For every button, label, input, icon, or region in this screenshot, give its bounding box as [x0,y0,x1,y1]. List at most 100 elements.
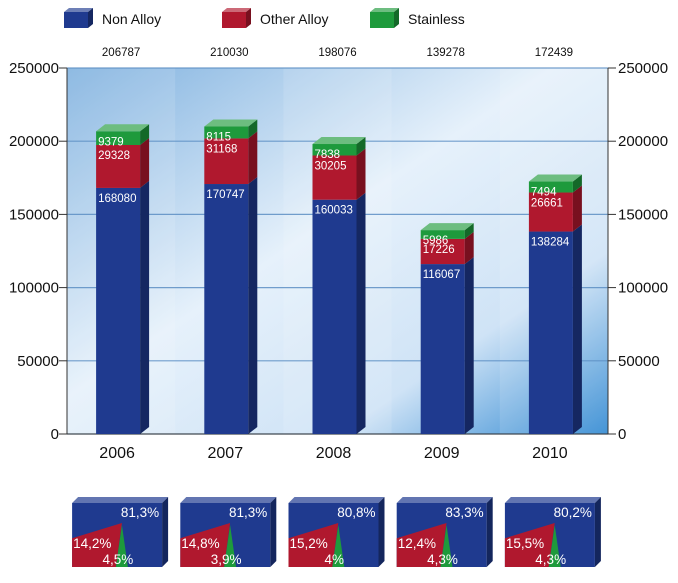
category-label: 2008 [316,445,352,462]
share-label-stainless: 4,3% [535,552,566,567]
legend-label: Non Alloy [102,11,161,27]
bar-segment-other-alloy [528,192,573,232]
share-tile-top [504,497,601,503]
share-label-non-alloy: 80,2% [554,505,592,520]
bar-segment-non-alloy [420,264,465,434]
share-slice-stainless [332,525,345,567]
data-label-other-alloy: 29328 [98,150,130,162]
share-slice-stainless [440,525,453,567]
share-tile-top [72,497,169,503]
y-tick-label-right: 50000 [618,353,660,370]
share-tile-side [162,497,169,567]
share-slice-other-alloy [288,523,339,567]
bar-top-face [312,137,366,145]
share-label-non-alloy: 81,3% [121,505,159,520]
y-tick-label-right: 0 [618,426,626,443]
data-label-stainless: 7838 [315,149,341,161]
bar-segment-other-alloy-side [140,137,150,188]
data-label-other-alloy: 17226 [423,244,455,256]
legend-swatch-other-alloy [222,12,246,28]
y-tick-label-right: 200000 [618,133,668,150]
share-tiles: 81,3% 14,2%4,5% 81,3% 14,8%3,9% 80,8% 15,2%4%… [72,497,601,567]
category-label: 2007 [208,445,244,462]
y-tick-label-right: 150000 [618,206,668,223]
bars [96,119,582,434]
bar-segment-stainless [528,181,573,193]
y-tick-label-left: 0 [51,426,59,443]
share-label-other-alloy: 14,2% [73,536,111,551]
bar-top-face [528,174,582,182]
share-tile-side [270,497,277,567]
bar-segment-other-alloy-side [464,231,474,265]
bar-top-face [420,223,474,231]
y-tick-label-left: 50000 [17,353,59,370]
data-label-stainless: 7494 [531,187,557,199]
share-slice-stainless [224,525,237,567]
share-label-stainless: 4,3% [427,552,458,567]
legend-label: Stainless [408,11,465,27]
bar-segment-non-alloy [96,187,141,434]
data-label-stainless: 9379 [98,136,124,148]
bar-segment-stainless-side [464,223,474,239]
bar-segment-stainless [420,230,465,239]
data-label-other-alloy: 30205 [315,160,347,172]
total-label: 206787 [102,47,140,59]
bar-segment-other-alloy-side [248,131,258,185]
legend-swatch-non-alloy-side [88,8,93,28]
category-label: 2010 [532,445,568,462]
share-slice-stainless [115,525,128,567]
data-label-non-alloy: 168080 [98,193,136,205]
bar-segment-non-alloy-side [140,180,150,434]
data-label-other-alloy: 26661 [531,198,563,210]
share-label-stainless: 4% [325,552,345,567]
bar-top-face [96,124,150,132]
bar-segment-non-alloy-side [464,257,474,434]
bar-segment-stainless-side [140,124,150,145]
share-label-non-alloy: 81,3% [229,505,267,520]
data-label-non-alloy: 116067 [423,269,461,281]
y-tick-label-right: 100000 [618,280,668,297]
y-tick-label-left: 250000 [9,60,59,77]
category-label: 2009 [424,445,460,462]
share-label-other-alloy: 14,8% [181,536,219,551]
legend-swatch-stainless [370,12,394,28]
total-label: 198076 [318,47,356,59]
share-label-other-alloy: 15,5% [506,536,544,551]
data-label-other-alloy: 31168 [206,143,237,155]
bar-segment-non-alloy-side [572,224,582,434]
bar-segment-other-alloy [96,144,141,188]
legend-swatch-stainless-top [370,8,399,12]
bar-segment-other-alloy [312,155,357,200]
bar-segment-other-alloy-side [572,185,582,232]
bar-segment-other-alloy [204,138,249,185]
legend-swatch-other-alloy-side [246,8,251,28]
share-tile-side [486,497,493,567]
total-label: 210030 [210,47,248,59]
total-label: 172439 [535,47,573,59]
legend-swatch-stainless-side [394,8,399,28]
share-slice-other-alloy [180,523,231,567]
share-label-other-alloy: 15,2% [290,536,328,551]
data-label-stainless: 5986 [423,235,449,247]
share-label-stainless: 4,5% [103,552,134,567]
legend-label: Other Alloy [260,11,328,27]
share-tile-top [288,497,385,503]
bar-top-face [204,119,258,127]
data-label-non-alloy: 170747 [206,189,244,201]
share-label-non-alloy: 83,3% [445,505,483,520]
bar-segment-stainless [96,131,141,145]
bar-segment-stainless-side [356,137,366,156]
data-label-stainless: 8115 [206,132,231,144]
share-tile-top [396,497,493,503]
data-label-non-alloy: 160033 [315,205,353,217]
share-tile-top [180,497,277,503]
legend: Non Alloy Other Alloy Stainless [64,8,465,28]
share-label-non-alloy: 80,8% [337,505,375,520]
legend-swatch-non-alloy-top [64,8,93,12]
bar-segment-other-alloy [420,238,465,265]
bar-segment-stainless [312,144,357,156]
category-label: 2006 [99,445,135,462]
axes: 0 0 50000 50000 100000 100000 150000 150000 2000… [9,60,668,443]
share-label-other-alloy: 12,4% [398,536,436,551]
